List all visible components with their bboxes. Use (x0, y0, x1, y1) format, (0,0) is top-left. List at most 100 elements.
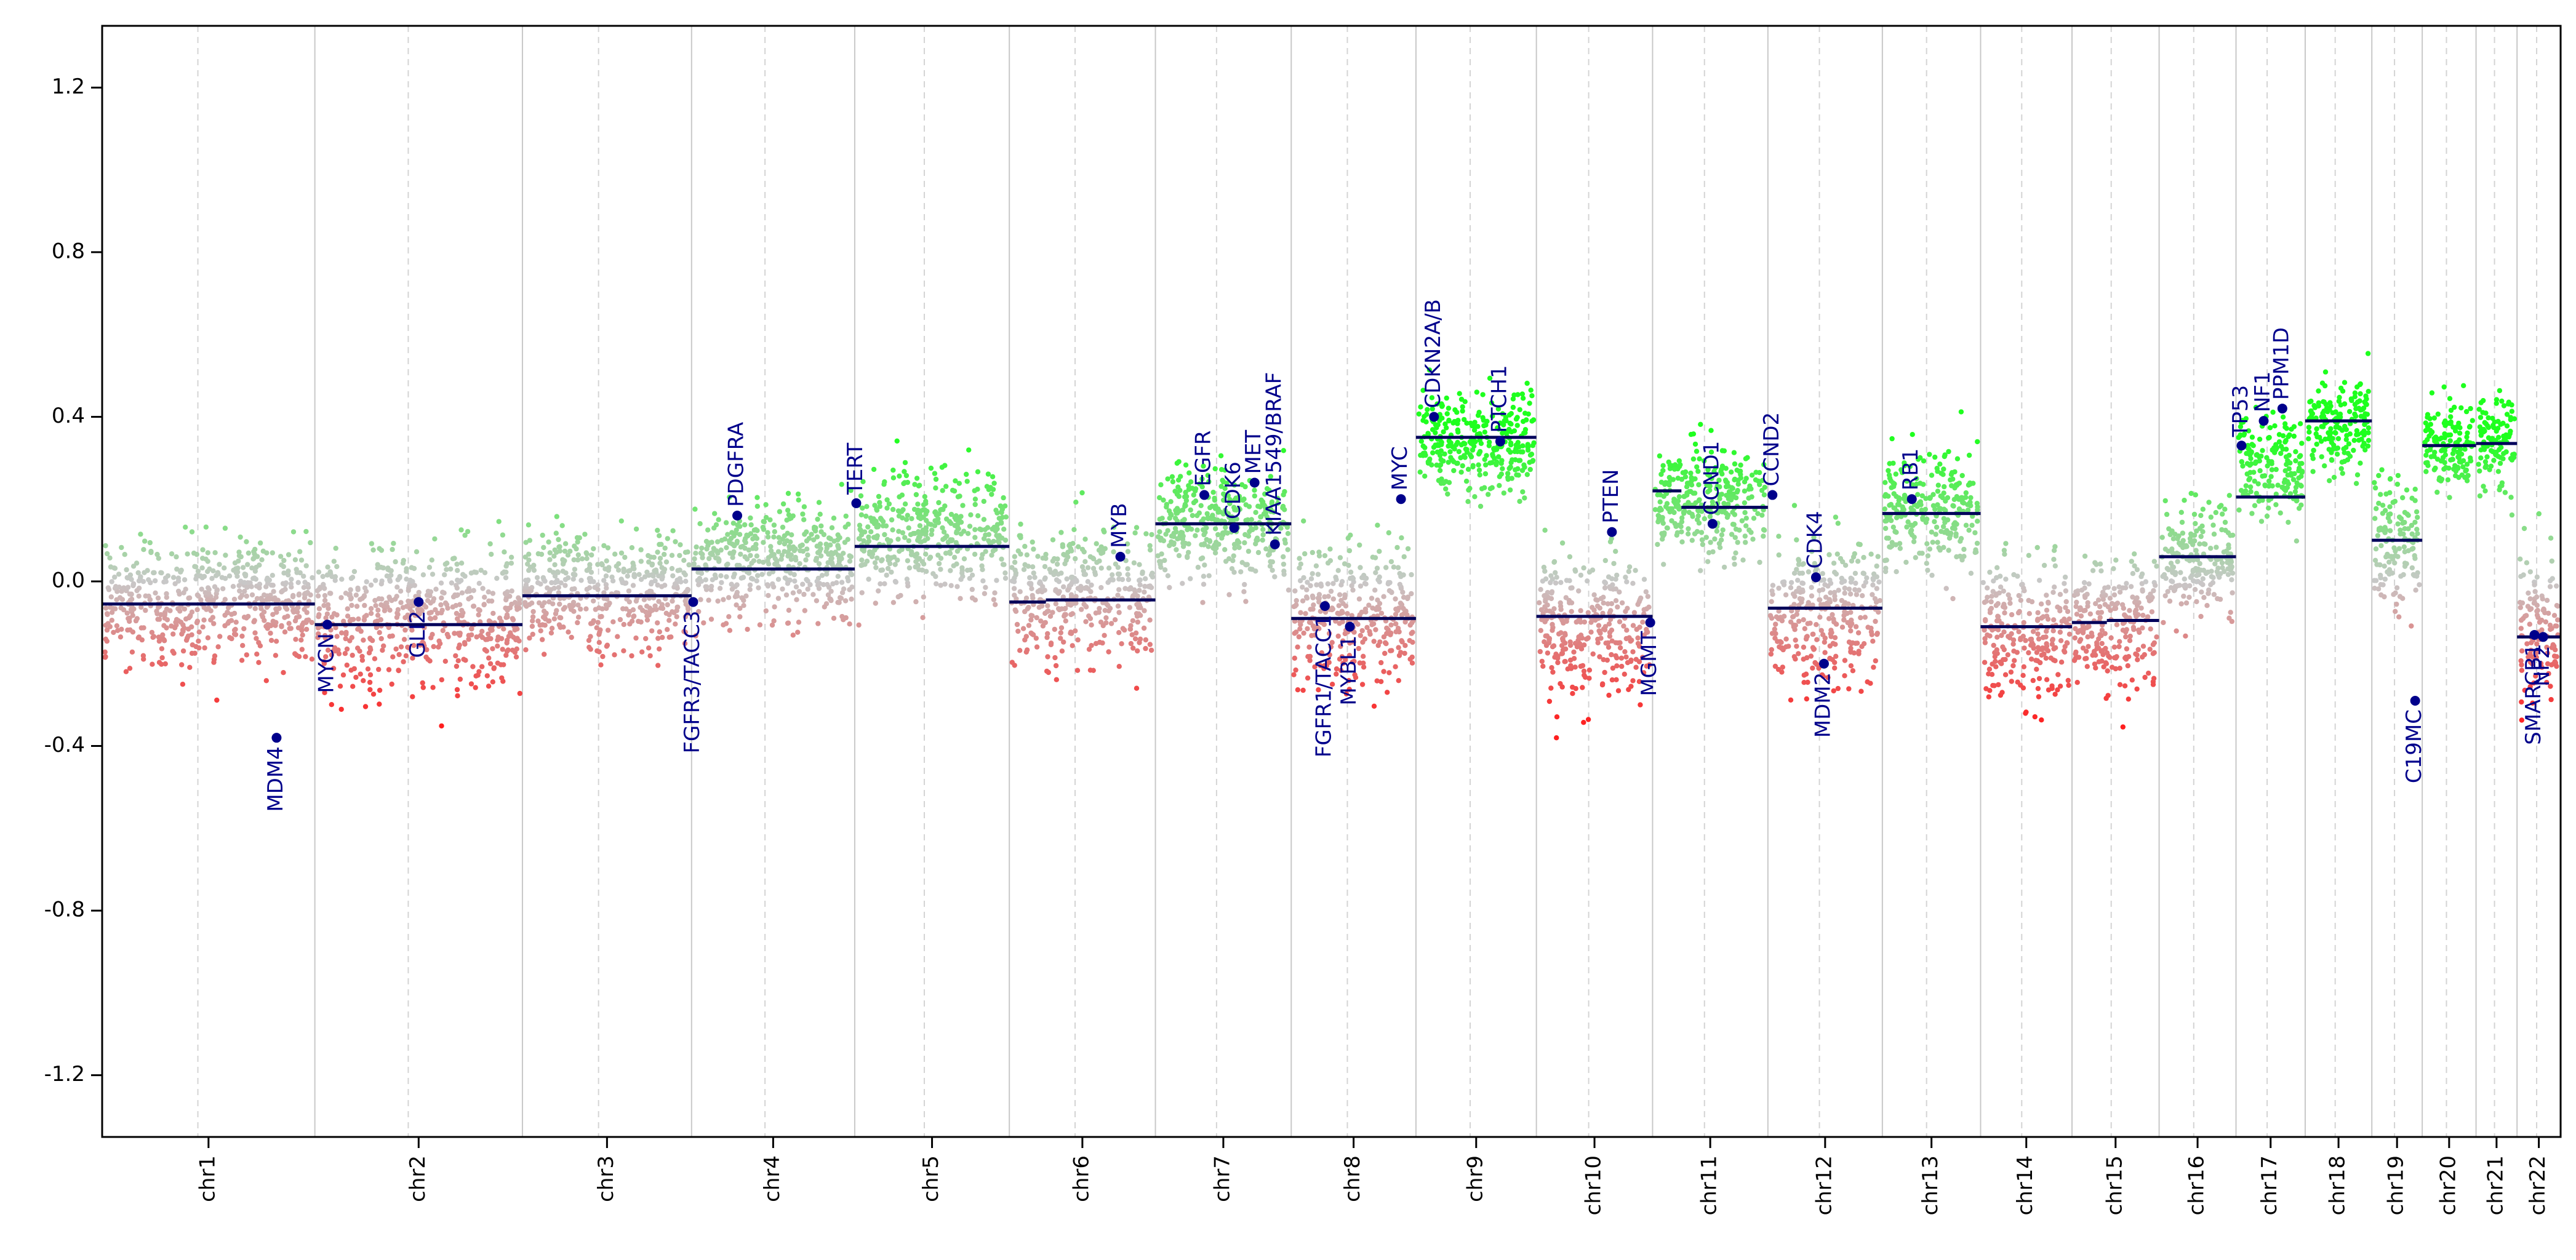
probe-point (1733, 526, 1739, 532)
probe-point (1158, 562, 1163, 567)
probe-point (1732, 561, 1737, 567)
probe-point (1825, 583, 1831, 589)
probe-point (310, 575, 315, 581)
probe-point (754, 578, 759, 584)
probe-point (522, 589, 529, 595)
probe-point (738, 551, 743, 557)
probe-point (1905, 519, 1911, 525)
probe-point (569, 586, 575, 592)
probe-point (470, 664, 476, 669)
probe-point (1106, 649, 1111, 655)
probe-point (1042, 620, 1049, 626)
probe-point (1773, 631, 1778, 637)
probe-point (1572, 567, 1578, 573)
probe-point (1835, 685, 1841, 692)
probe-point (816, 561, 822, 567)
probe-point (876, 493, 882, 500)
probe-point (1508, 442, 1514, 448)
probe-point (468, 681, 474, 687)
probe-point (361, 678, 366, 684)
probe-point (1563, 595, 1569, 600)
probe-point (244, 539, 249, 544)
probe-point (530, 631, 535, 637)
probe-point (796, 620, 802, 625)
probe-point (2050, 628, 2056, 634)
probe-point (916, 530, 921, 536)
probe-point (1137, 640, 1142, 645)
probe-point (1068, 612, 1074, 618)
probe-point (1029, 586, 1034, 591)
probe-point (1034, 615, 1039, 621)
probe-point (878, 581, 883, 587)
probe-point (1968, 495, 1974, 501)
probe-point (1073, 556, 1078, 562)
probe-point (936, 511, 942, 517)
probe-point (914, 551, 920, 557)
probe-point (1698, 530, 1705, 535)
probe-point (490, 646, 495, 652)
probe-point (948, 511, 954, 517)
probe-point (894, 438, 900, 444)
probe-point (829, 556, 834, 561)
probe-point (468, 570, 474, 576)
probe-point (1212, 506, 1218, 511)
probe-point (381, 604, 387, 610)
probe-point (1769, 615, 1775, 621)
probe-point (1882, 480, 1888, 485)
probe-point (933, 485, 938, 491)
probe-point (1281, 572, 1287, 577)
probe-point (1342, 595, 1348, 600)
probe-point (1564, 618, 1569, 624)
probe-point (268, 637, 274, 644)
probe-point (1193, 498, 1199, 504)
probe-point (1048, 570, 1054, 575)
probe-point (1660, 536, 1665, 542)
probe-point (1381, 594, 1386, 599)
probe-point (562, 558, 567, 564)
probe-point (768, 544, 774, 549)
probe-point (1801, 680, 1807, 685)
probe-point (889, 517, 895, 523)
probe-point (1020, 626, 1026, 631)
probe-point (1098, 565, 1104, 571)
probe-point (238, 534, 243, 540)
probe-point (629, 653, 634, 659)
probe-point (486, 598, 492, 604)
probe-point (2016, 629, 2022, 634)
probe-point (127, 627, 133, 632)
probe-point (1202, 562, 1207, 568)
probe-point (375, 607, 381, 613)
probe-point (453, 603, 459, 608)
probe-point (1940, 495, 1945, 501)
probe-point (1550, 669, 1556, 675)
probe-point (2066, 616, 2072, 622)
probe-point (476, 612, 481, 618)
probe-point (1832, 660, 1838, 666)
probe-point (638, 576, 644, 582)
probe-point (1901, 507, 1906, 512)
probe-point (531, 567, 537, 573)
probe-point (792, 578, 798, 584)
probe-point (1778, 645, 1785, 651)
probe-point (1894, 569, 1899, 575)
probe-point (705, 527, 711, 533)
probe-point (1954, 456, 1961, 461)
probe-point (1263, 546, 1269, 552)
probe-point (1074, 578, 1079, 584)
probe-point (1652, 507, 1658, 512)
probe-point (1558, 604, 1564, 609)
probe-point (772, 529, 778, 535)
probe-point (860, 479, 866, 484)
probe-point (769, 622, 775, 628)
probe-point (1097, 558, 1102, 564)
probe-point (1630, 581, 1636, 586)
probe-point (1204, 511, 1210, 517)
probe-point (510, 616, 516, 621)
probe-point (1543, 608, 1550, 613)
probe-point (874, 524, 879, 530)
probe-point (309, 656, 315, 662)
probe-point (1158, 482, 1164, 488)
probe-point (258, 606, 264, 612)
probe-point (866, 538, 872, 544)
probe-point (362, 602, 367, 608)
